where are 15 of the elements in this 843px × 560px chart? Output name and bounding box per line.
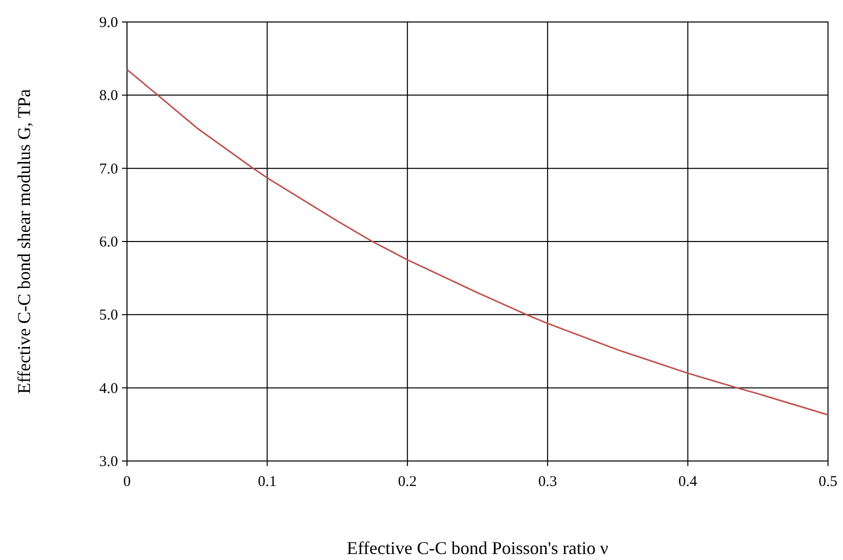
x-tick-label: 0.5: [818, 474, 838, 490]
x-tick-label: 0.4: [678, 474, 698, 490]
x-tick-label: 0.1: [258, 474, 277, 490]
y-tick-label: 6.0: [99, 234, 118, 250]
y-tick-label: 9.0: [99, 15, 118, 31]
x-tick-label: 0.2: [398, 474, 417, 490]
y-tick-label: 8.0: [99, 88, 118, 104]
y-axis-title: Effective C-C bond shear modulus G, TPa: [14, 89, 34, 394]
y-tick-label: 5.0: [99, 308, 118, 324]
y-tick-label: 7.0: [99, 161, 118, 178]
y-tick-label: 4.0: [99, 380, 118, 397]
x-axis-title: Effective C-C bond Poisson's ratio ν: [346, 538, 608, 558]
x-tick-label: 0.3: [538, 474, 557, 490]
x-tick-label: 0: [123, 474, 131, 490]
y-tick-label: 3.0: [99, 454, 118, 470]
